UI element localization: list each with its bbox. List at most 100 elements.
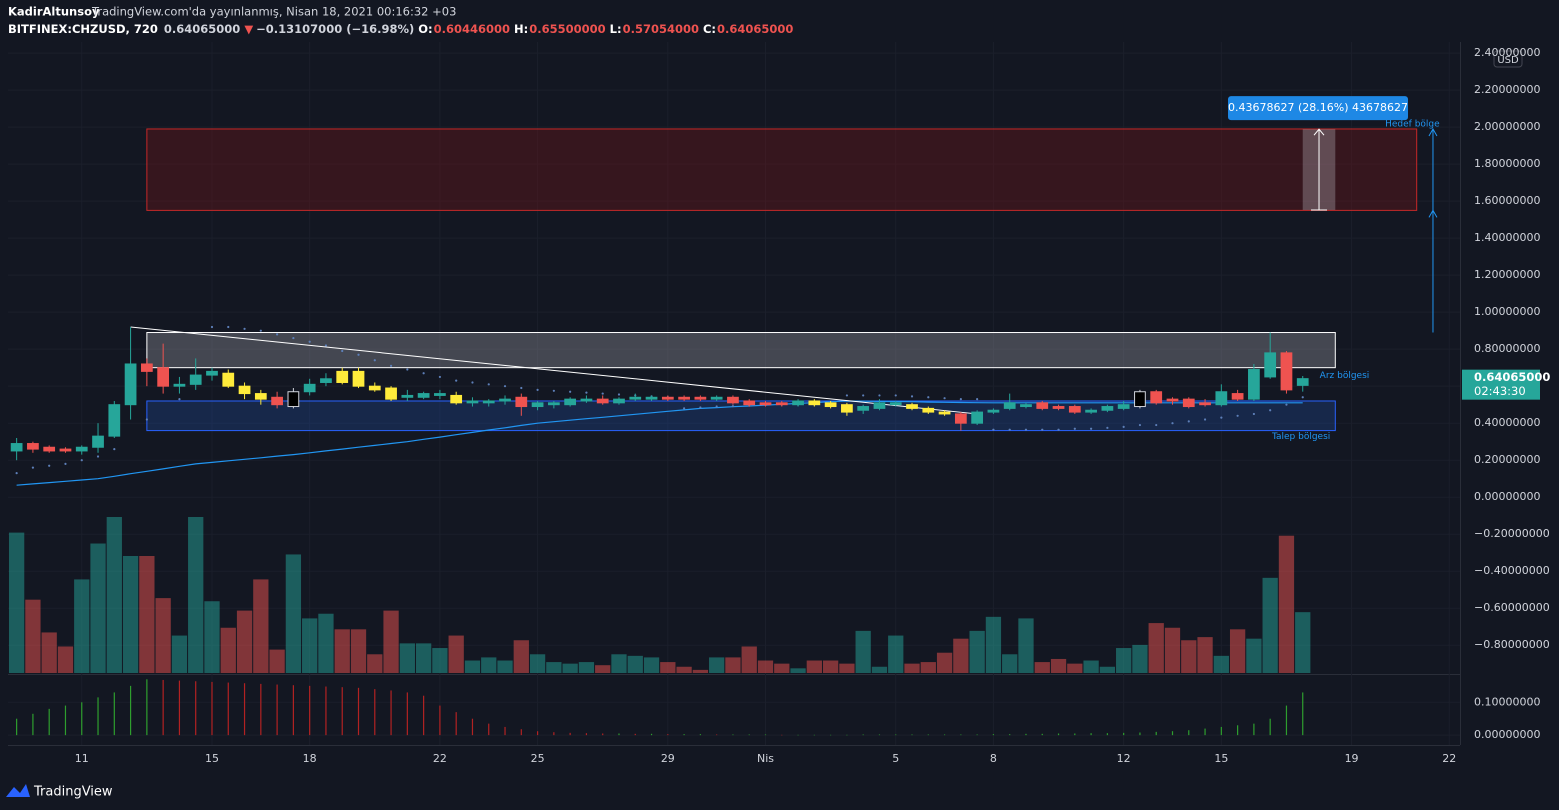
volume-bar — [432, 648, 448, 673]
sar-dot — [1138, 423, 1142, 427]
candle-body — [1215, 391, 1228, 406]
volume-bar — [871, 666, 888, 673]
sar-dot — [910, 395, 914, 398]
volume-bar — [790, 668, 806, 673]
oscillator-bar — [650, 733, 653, 736]
candle-body — [1231, 393, 1244, 400]
legend-item: 0.65500000 — [529, 22, 605, 36]
measure-label-bg — [1228, 96, 1409, 121]
oscillator-bar — [1139, 732, 1141, 736]
candle-body — [1134, 391, 1146, 408]
volume-bar — [595, 665, 611, 673]
y-tick-label: 0.40000000 — [1474, 416, 1540, 429]
volume-bar — [1132, 644, 1148, 673]
volume-bar — [334, 629, 350, 673]
oscillator-bar — [1269, 718, 1271, 736]
oscillator-bar — [48, 708, 50, 736]
candle-body — [59, 448, 72, 452]
oscillator-bar — [732, 734, 734, 736]
candle-body — [368, 385, 381, 391]
oscillator-bar — [16, 718, 18, 736]
sar-dot — [96, 455, 100, 458]
x-tick-label: 15 — [1214, 752, 1228, 765]
moving-average — [16, 400, 1303, 486]
sar-dot — [503, 385, 507, 388]
x-tick-label: 19 — [1345, 752, 1359, 765]
oscillator-bar — [1188, 730, 1190, 736]
measure-label: 0.43678627 (28.16%) 43678627 — [1228, 101, 1408, 114]
y-tick-label: −0.20000000 — [1474, 527, 1550, 540]
oscillator-bar — [618, 733, 620, 736]
oscillator-bar — [423, 695, 425, 736]
volume-bar — [709, 657, 725, 673]
price-tag-value: 0.64065000 — [1474, 370, 1550, 384]
volume-bar — [1246, 638, 1262, 673]
volume-bar — [220, 627, 236, 673]
oscillator-bar — [243, 683, 246, 736]
volume-bar — [888, 635, 904, 673]
candle-body — [450, 394, 463, 404]
oscillator-bar — [81, 702, 83, 736]
volume-bar — [1148, 623, 1164, 673]
y-tick-label: 1.40000000 — [1474, 231, 1540, 244]
x-tick-label: 11 — [75, 752, 89, 765]
candle-body — [482, 400, 495, 404]
oscillator-bar — [1253, 723, 1255, 736]
candle-body — [1248, 369, 1260, 400]
oscillator-bar — [846, 734, 848, 736]
volume-bar — [1229, 629, 1246, 673]
oscillator-bar — [211, 681, 213, 736]
volume-bar — [481, 657, 497, 673]
sar-dot — [536, 388, 539, 391]
volume-bar — [302, 618, 318, 673]
candle-body — [417, 393, 430, 398]
oscillator-bar — [504, 726, 506, 736]
volume-bar — [139, 556, 155, 673]
candle-body — [1036, 402, 1049, 409]
x-tick-label: 25 — [531, 752, 545, 765]
volume-bar — [367, 654, 383, 673]
oscillator-bar — [781, 734, 783, 736]
sar-dot — [422, 372, 425, 375]
oscillator-bar — [683, 734, 685, 736]
volume-bar — [1067, 663, 1083, 673]
sar-dot — [178, 398, 181, 401]
oscillator-bar — [146, 679, 148, 736]
sar-dot — [243, 327, 246, 330]
oscillator-bar — [1041, 733, 1043, 736]
y2-tick-label: 0.10000000 — [1474, 695, 1540, 708]
volume-bar — [122, 556, 139, 673]
volume-bar — [74, 579, 90, 673]
oscillator-bar — [943, 734, 946, 736]
oscillator-bar — [830, 734, 832, 736]
candle-body — [1182, 398, 1195, 408]
candle-body — [889, 402, 902, 406]
candle-body — [613, 398, 625, 404]
candle-body — [173, 383, 186, 387]
oscillator-bar — [292, 685, 294, 736]
volume-bar — [1278, 535, 1295, 673]
sar-dot — [1089, 427, 1093, 430]
oscillator-bar — [129, 685, 132, 736]
sar-dot — [731, 405, 735, 408]
candle-body — [320, 378, 332, 383]
oscillator-bar — [1204, 728, 1206, 736]
zone-label: Talep bölgesi — [1271, 432, 1330, 442]
oscillator-bar — [97, 697, 99, 736]
legend-item: BITFINEX:CHZUSD, 720 — [8, 22, 158, 36]
oscillator-bar — [569, 732, 571, 736]
volume-bar — [953, 638, 969, 673]
volume-bar — [25, 599, 41, 673]
x-tick-label: Nis — [757, 752, 774, 765]
oscillator-bar — [32, 713, 34, 736]
candle-body — [238, 385, 251, 395]
y-tick-label: 2.20000000 — [1474, 83, 1540, 96]
candle-body — [694, 396, 707, 400]
currency-badge — [1493, 50, 1523, 68]
candle-body — [108, 404, 121, 437]
candle-body — [727, 396, 739, 404]
sar-dot — [1269, 409, 1272, 412]
volume-bar — [985, 616, 1002, 673]
volume-bar — [1002, 654, 1018, 673]
oscillator-bar — [992, 734, 995, 736]
